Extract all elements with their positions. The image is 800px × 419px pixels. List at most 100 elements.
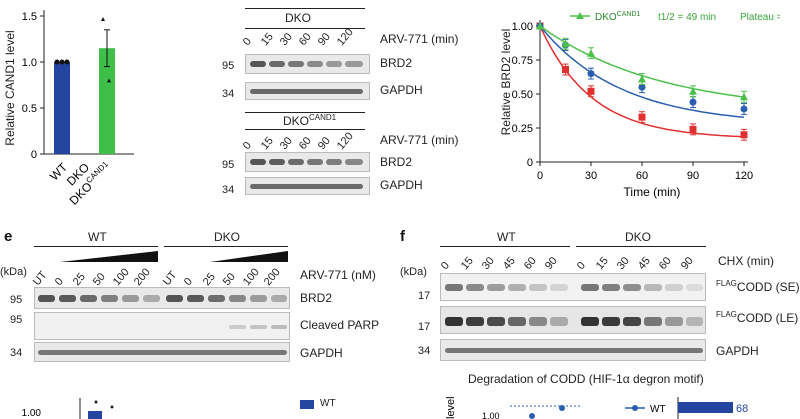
blot2-gapdh [245, 177, 370, 195]
panel-f-letter: f [400, 228, 405, 245]
kinetics-point-wt [587, 87, 595, 95]
panel-e-letter: e [4, 228, 13, 245]
e-group-wt: WT [88, 230, 107, 244]
cand1-ytick: 1.5 [22, 11, 37, 23]
e-lane: 200 [131, 266, 153, 288]
f-lane: 30 [479, 254, 497, 272]
f-lane: 90 [678, 254, 696, 272]
f-group-dko: DKO [625, 230, 652, 244]
blot1-lane: 90 [315, 30, 333, 48]
blot2-gapdh-label: GAPDH [380, 178, 423, 192]
e-blot-gapdh [34, 342, 290, 362]
f-kda: (kDa) [400, 266, 427, 278]
cand1-point [64, 59, 70, 65]
f-bottom-ylabel: level [445, 396, 457, 419]
kinetics-point-dko [587, 70, 595, 78]
kinetics-xtick: 30 [585, 170, 597, 182]
e-lane: UT [30, 269, 50, 288]
kinetics-legend: DKOCAND1 [595, 11, 641, 23]
mw-marker: 34 [222, 88, 235, 100]
mw-marker: 34 [222, 184, 235, 196]
e-lane: 50 [220, 270, 238, 288]
kinetics-point-dko_cand1 [740, 92, 748, 101]
e-kda: (kDa) [0, 266, 27, 278]
blot2-lane: 90 [315, 134, 333, 152]
kinetics-fit-wt [539, 25, 745, 138]
brd2-kinetics-chart: Relative BRD2 level 1.00 0.75 0.50 0.25 00 30… [499, 11, 780, 199]
e-lane: UT [160, 269, 180, 288]
blot1-gapdh-label: GAPDH [380, 83, 423, 97]
f-lane: 45 [500, 254, 518, 272]
f-blot-codd-le [440, 306, 706, 334]
e-brd2-label: BRD2 [300, 291, 333, 305]
f-lane: 15 [458, 254, 476, 272]
cand1-point [107, 78, 111, 83]
kinetics-ytick: 0.50 [512, 89, 533, 101]
kinetics-ytick: 1.00 [512, 21, 533, 33]
f-blot-gapdh [440, 339, 706, 361]
e-lane: 25 [200, 270, 218, 288]
kinetics-point-dko [689, 98, 697, 106]
kinetics-xtick: 90 [687, 170, 699, 182]
e-bottom-tick: 1.00 [22, 408, 42, 419]
f-lane: 45 [635, 254, 653, 272]
mw-marker: 95 [10, 314, 23, 326]
e-legend-wt: WT [320, 398, 336, 409]
cand1-bar [54, 62, 70, 154]
blot1-brd2 [245, 54, 370, 74]
blot1-brd2-label: BRD2 [380, 56, 413, 70]
cand1-ytick: 0.5 [22, 103, 37, 115]
cand1-ylabel: Relative CAND1 level [3, 30, 17, 145]
mw-marker: 34 [418, 345, 431, 357]
blot1-lane: 15 [258, 30, 276, 48]
mw-marker: 95 [222, 159, 235, 171]
f-caption: Degradation of CODD (HIF-1α degron motif… [468, 372, 704, 386]
f-bottom-tick: 1.00 [482, 411, 500, 419]
cand1-point [54, 59, 60, 65]
kinetics-point-dko_cand1 [689, 87, 697, 95]
e-dose-wedges [60, 251, 288, 262]
e-treatment-label: ARV-771 (nM) [300, 268, 376, 282]
blot2-lane: 15 [258, 134, 276, 152]
kinetics-point-wt [740, 131, 748, 139]
kinetics-point-wt [562, 66, 569, 74]
cand1-ytick: 0 [31, 149, 37, 161]
e-group-dko: DKO [214, 230, 241, 244]
blot2-title: DKOCAND1 [283, 113, 337, 128]
cand1-bar-chart: Relative CAND1 level 1.5 1.0 0.5 0 WT DK… [3, 10, 134, 208]
e-lane: 25 [70, 270, 88, 288]
f-summary-bar [678, 402, 733, 413]
f-group-wt: WT [497, 230, 516, 244]
kinetics-point-dko_cand1 [638, 75, 646, 83]
f-gapdh-label: GAPDH [716, 344, 759, 358]
f-lane: 0 [438, 259, 452, 272]
blot2-brd2-label: BRD2 [380, 155, 413, 169]
e-legend-swatch [300, 400, 314, 409]
blot1-gapdh [245, 82, 370, 100]
kinetics-point-dko_cand1 [587, 49, 595, 57]
kinetics-ytick: 0 [527, 157, 533, 169]
blot2-brd2 [245, 152, 370, 172]
cand1-ytick: 1.0 [22, 57, 37, 69]
e-blot-parp [34, 312, 290, 340]
kinetics-fit-dko [539, 25, 745, 119]
blot1-lane: 0 [240, 35, 254, 48]
f-lane: 0 [574, 259, 588, 272]
kinetics-xlabel: Time (min) [624, 185, 681, 199]
half-life-text: t1/2 = 49 min [658, 12, 716, 23]
f-bottom-chart: level 1.00 WT 68 [445, 396, 748, 419]
e-lane: 50 [90, 270, 108, 288]
kinetics-ytick: 0.25 [512, 123, 533, 135]
f-lane: 60 [656, 254, 674, 272]
cand1-point [59, 59, 65, 65]
kinetics-ylabel: Relative BRD2 level [499, 29, 513, 136]
e-parp-label: Cleaved PARP [300, 318, 380, 332]
blot2-lane: 60 [296, 134, 314, 152]
mw-marker: 95 [222, 60, 235, 72]
f-lane: 90 [542, 254, 560, 272]
mw-marker: 17 [418, 290, 431, 302]
e-lane: 100 [110, 266, 132, 288]
blot2-lane: 0 [240, 139, 254, 152]
kinetics-point-wt [638, 113, 646, 121]
f-lane: 60 [521, 254, 539, 272]
